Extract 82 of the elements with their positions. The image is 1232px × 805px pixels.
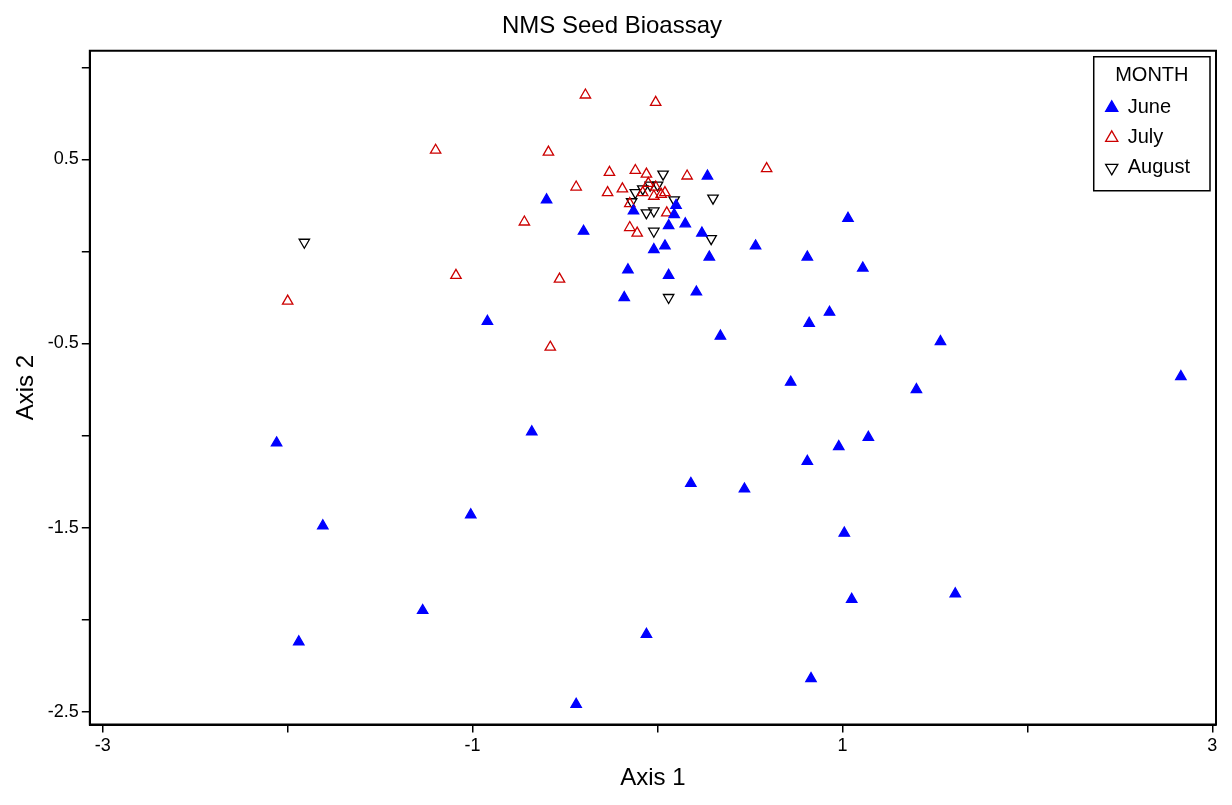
point [603,165,616,176]
point [647,189,660,200]
point [640,167,653,178]
point [684,476,697,488]
x-tick-label: 3 [1207,735,1218,756]
point [801,250,814,261]
point [544,340,557,351]
point [749,239,762,250]
legend-label: August [1127,155,1191,178]
point [668,208,681,219]
point [616,182,629,193]
point [842,211,854,222]
point [823,305,836,316]
point [481,314,494,326]
point [629,163,642,175]
point [281,294,294,305]
point [845,592,858,604]
x-tick-label: -3 [94,735,111,756]
point [784,375,797,386]
point [803,316,816,327]
point [801,454,814,465]
point [647,242,660,254]
y-tick-label: 0.5 [53,148,79,169]
point [701,169,714,180]
point [623,220,636,232]
point [1175,370,1187,381]
point [714,329,727,340]
point [601,185,614,197]
point [622,263,634,274]
point [662,219,675,230]
point [659,185,671,197]
x-tick-label: -1 [464,735,481,756]
point [642,176,655,187]
point [832,439,845,451]
point [703,250,716,261]
point [464,508,477,519]
y-tick-label: -1.5 [47,516,79,537]
point [577,224,590,235]
point [910,382,923,394]
point [429,143,442,154]
point [662,268,675,280]
point [949,587,962,598]
point [270,436,283,447]
point [649,95,662,106]
point [838,526,851,537]
point [316,519,329,530]
x-tick-label: 1 [837,735,848,756]
point [934,335,947,346]
point [525,425,538,436]
point [450,268,462,280]
point [679,217,692,228]
x-axis-title: Axis 1 [620,763,686,791]
y-tick-label: -2.5 [47,700,79,721]
legend-label: June [1127,95,1172,118]
point [618,290,631,302]
y-tick-label: -0.5 [47,332,79,353]
y-axis-title: Axis 2 [11,355,39,421]
point [542,145,555,156]
point [738,482,751,493]
point [627,204,640,215]
legend-label: July [1127,125,1164,148]
point [659,239,671,250]
point [856,261,869,272]
point [553,272,566,283]
point [570,697,583,708]
point [760,161,773,173]
point [862,430,875,442]
point [416,603,429,615]
point [690,285,703,296]
point [631,226,644,237]
chart-title: NMS Seed Bioassay [501,11,723,39]
point [540,193,553,204]
point [579,88,592,99]
point [805,671,817,683]
point [640,627,653,639]
point [681,169,693,180]
point [292,635,305,646]
point [696,226,708,237]
legend-title: MONTH [1115,63,1189,86]
point [518,215,531,226]
point [570,180,583,191]
point [655,187,668,199]
